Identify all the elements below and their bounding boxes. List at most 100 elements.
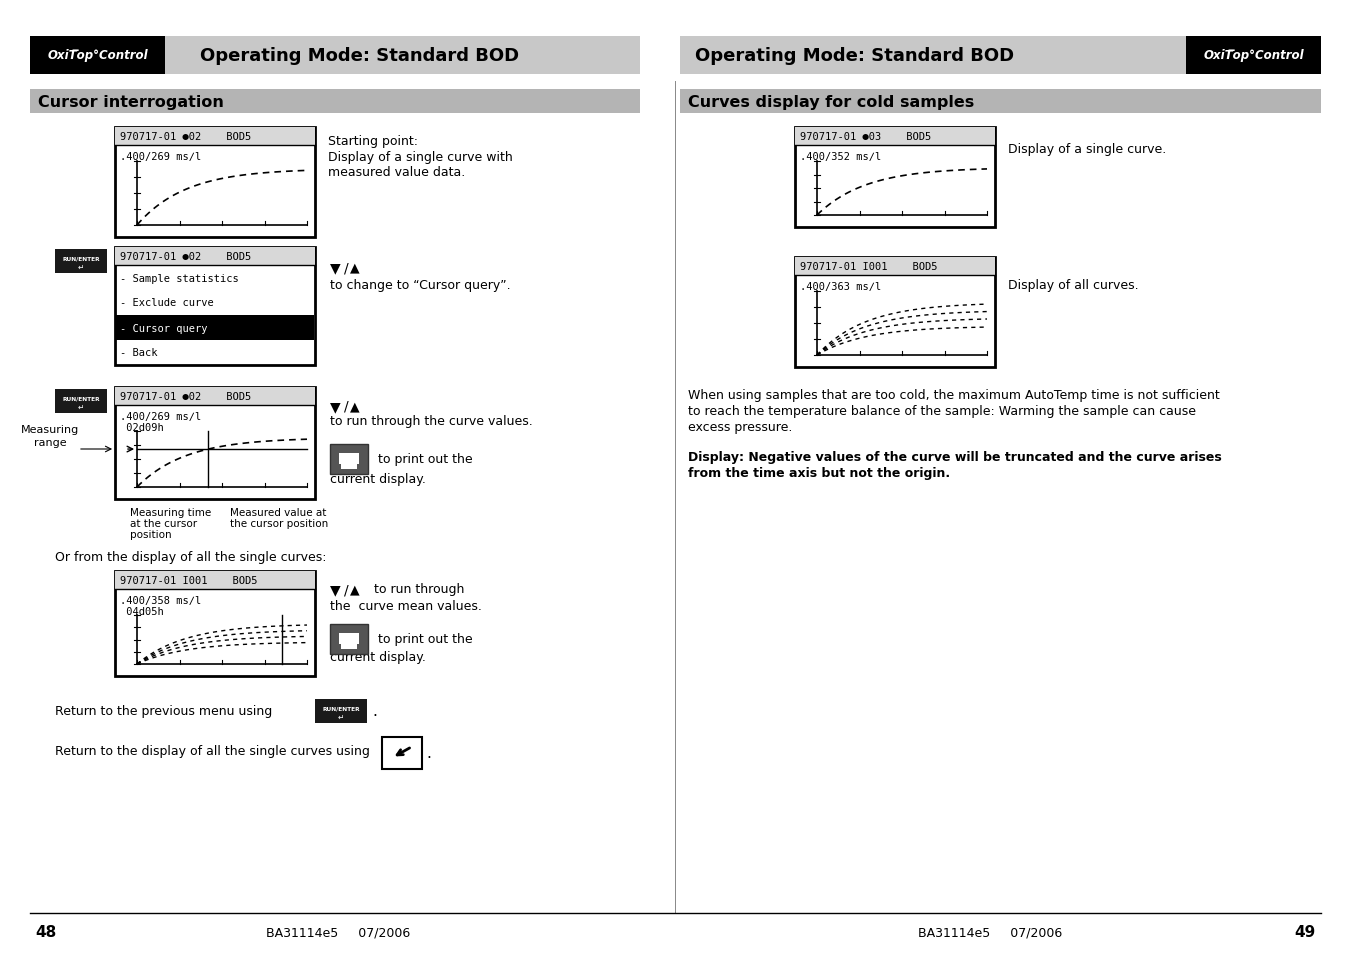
Text: Display: Negative values of the curve will be truncated and the curve arises: Display: Negative values of the curve wi… — [688, 451, 1221, 464]
Text: - Exclude curve: - Exclude curve — [120, 298, 213, 308]
Bar — [340, 641, 358, 649]
Bar — [30, 37, 640, 75]
Text: /: / — [345, 399, 349, 414]
Bar — [115, 388, 315, 499]
Bar — [115, 248, 315, 366]
Bar — [115, 248, 315, 266]
Bar — [680, 90, 1321, 113]
Bar — [30, 37, 165, 75]
Text: ▲: ▲ — [350, 583, 359, 596]
Text: - Sample statistics: - Sample statistics — [120, 274, 239, 283]
Bar — [115, 128, 315, 237]
Bar — [794, 128, 994, 228]
Text: 970717-01 ●02    BOD5: 970717-01 ●02 BOD5 — [120, 132, 251, 142]
Text: to run through: to run through — [370, 583, 465, 596]
Text: RUN/ENTER: RUN/ENTER — [322, 706, 359, 711]
Text: ↵: ↵ — [78, 262, 84, 272]
Bar — [382, 738, 422, 769]
Text: Return to the display of all the single curves using: Return to the display of all the single … — [55, 744, 370, 758]
Text: .400/358 ms∕l: .400/358 ms∕l — [120, 596, 201, 605]
Text: Curves display for cold samples: Curves display for cold samples — [688, 94, 974, 110]
Bar — [30, 90, 640, 113]
Text: 49: 49 — [1294, 924, 1316, 940]
Bar — [116, 315, 313, 340]
Text: BA31114e5     07/2006: BA31114e5 07/2006 — [917, 925, 1062, 939]
Text: 970717-01 ●02    BOD5: 970717-01 ●02 BOD5 — [120, 252, 251, 262]
Text: ▼: ▼ — [330, 261, 340, 274]
Bar — [55, 250, 107, 274]
Bar — [794, 257, 994, 368]
Text: to print out the: to print out the — [378, 633, 473, 646]
Text: /: / — [345, 261, 349, 274]
Text: at the cursor: at the cursor — [130, 518, 197, 529]
Text: position: position — [130, 530, 172, 539]
Text: Display of a single curve with: Display of a single curve with — [328, 151, 513, 163]
Bar — [330, 444, 367, 475]
Text: Cursor interrogation: Cursor interrogation — [38, 94, 224, 110]
Text: current display.: current display. — [330, 473, 426, 486]
Text: 970717-01 ●03    BOD5: 970717-01 ●03 BOD5 — [800, 132, 931, 142]
Text: 970717-01 ●02    BOD5: 970717-01 ●02 BOD5 — [120, 392, 251, 401]
Text: BA31114e5     07/2006: BA31114e5 07/2006 — [266, 925, 411, 939]
Text: RUN/ENTER: RUN/ENTER — [62, 396, 100, 401]
Text: Measured value at: Measured value at — [230, 507, 327, 517]
Text: .400/269 ms∕l: .400/269 ms∕l — [120, 412, 201, 421]
Text: range: range — [34, 437, 66, 448]
Bar — [794, 257, 994, 275]
Bar — [680, 37, 1321, 75]
Text: RUN/ENTER: RUN/ENTER — [62, 256, 100, 261]
Text: .400/363 ms∕l: .400/363 ms∕l — [800, 282, 881, 292]
Text: the cursor position: the cursor position — [230, 518, 328, 529]
Text: Or from the display of all the single curves:: Or from the display of all the single cu… — [55, 551, 327, 564]
Text: Display of a single curve.: Display of a single curve. — [1008, 143, 1166, 156]
Text: /: / — [345, 582, 349, 597]
Bar — [315, 700, 367, 723]
Text: ▼: ▼ — [330, 399, 340, 414]
Text: 48: 48 — [35, 924, 57, 940]
Bar — [55, 390, 107, 414]
Text: measured value data.: measured value data. — [328, 165, 465, 178]
Bar — [794, 128, 994, 146]
Text: - Back: - Back — [120, 348, 158, 358]
Bar — [330, 624, 367, 655]
Text: current display.: current display. — [330, 651, 426, 664]
Text: 970717-01 I001    BOD5: 970717-01 I001 BOD5 — [800, 262, 938, 272]
Bar — [115, 388, 315, 406]
Text: Operating Mode: Standard BOD: Operating Mode: Standard BOD — [694, 47, 1015, 65]
Bar — [1186, 37, 1321, 75]
Bar — [115, 572, 315, 677]
Text: - Cursor query: - Cursor query — [120, 323, 208, 334]
Text: 970717-01 I001    BOD5: 970717-01 I001 BOD5 — [120, 576, 258, 585]
Text: .: . — [372, 703, 377, 719]
Text: from the time axis but not the origin.: from the time axis but not the origin. — [688, 467, 950, 480]
Text: OxiT̅op°Control: OxiT̅op°Control — [47, 50, 147, 63]
Text: to change to “Cursor query”.: to change to “Cursor query”. — [330, 278, 511, 292]
Text: to run through the curve values.: to run through the curve values. — [330, 416, 532, 428]
Text: ▼: ▼ — [330, 582, 340, 597]
Text: ▲: ▲ — [350, 400, 359, 413]
Text: to reach the temperature balance of the sample: Warming the sample can cause: to reach the temperature balance of the … — [688, 404, 1196, 417]
Text: .: . — [426, 745, 431, 760]
Text: ↵: ↵ — [338, 712, 345, 721]
Text: the  curve mean values.: the curve mean values. — [330, 598, 482, 612]
Text: to print out the: to print out the — [378, 453, 473, 466]
Bar — [340, 462, 358, 469]
Text: Measuring time: Measuring time — [130, 507, 211, 517]
Text: excess pressure.: excess pressure. — [688, 420, 793, 433]
Text: 04d05h: 04d05h — [120, 606, 163, 617]
Text: 02d09h: 02d09h — [120, 422, 163, 433]
Bar — [339, 454, 359, 464]
Text: When using samples that are too cold, the maximum AutoTemp time is not sufficien: When using samples that are too cold, th… — [688, 388, 1220, 401]
Text: ↵: ↵ — [78, 402, 84, 412]
Text: .400/352 ms∕l: .400/352 ms∕l — [800, 152, 881, 162]
Bar — [339, 634, 359, 644]
Text: Return to the previous menu using: Return to the previous menu using — [55, 705, 273, 718]
Bar — [115, 572, 315, 589]
Text: Display of all curves.: Display of all curves. — [1008, 278, 1139, 292]
Text: Measuring: Measuring — [20, 424, 80, 435]
Text: ▲: ▲ — [350, 261, 359, 274]
Text: Starting point:: Starting point: — [328, 135, 417, 149]
Bar — [115, 128, 315, 146]
Text: .400/269 ms∕l: .400/269 ms∕l — [120, 152, 201, 162]
Text: Operating Mode: Standard BOD: Operating Mode: Standard BOD — [200, 47, 519, 65]
